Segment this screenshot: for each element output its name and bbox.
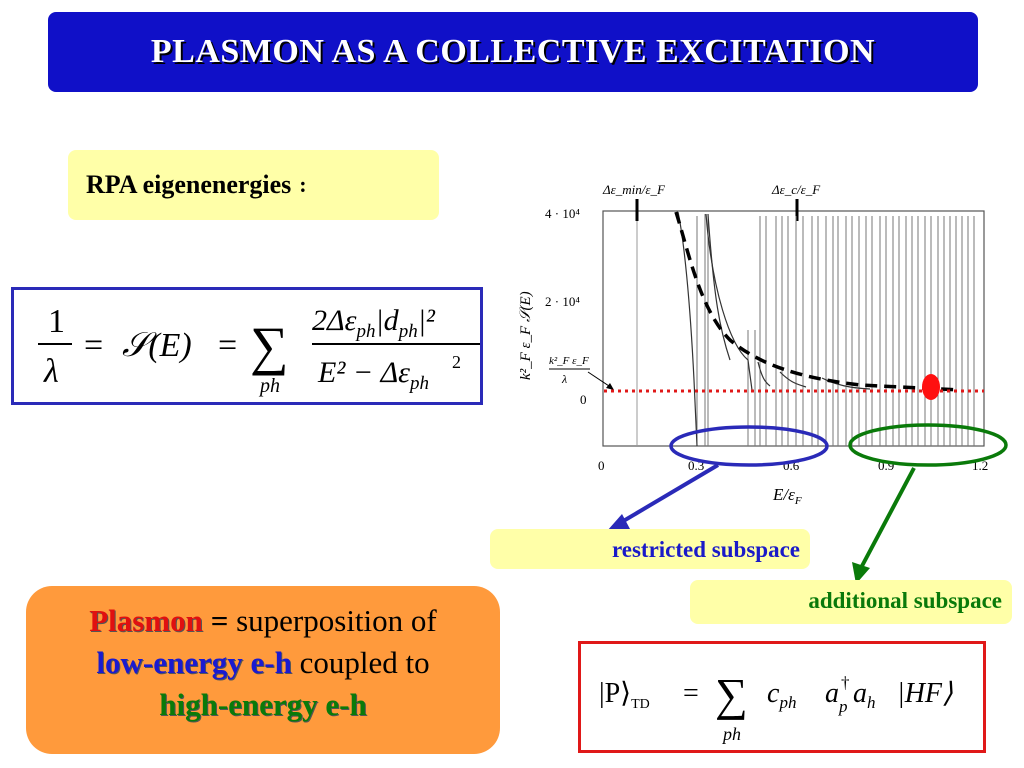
title-bar: PLASMON AS A COLLECTIVE EXCITATION — [48, 12, 978, 92]
eq-frac-num: 2Δεph|dph|² — [312, 304, 436, 342]
restricted-subspace-box: restricted subspace — [490, 529, 810, 569]
y-tick-mid: 2 · 10⁴ — [545, 294, 580, 309]
td-annihilation-op: ah — [853, 678, 876, 712]
rpa-equation-box: 1 λ = 𝒮(E) = ∑ ph 2Δεph|dph|² E² − Δεph … — [11, 287, 484, 405]
plasmon-point — [922, 374, 940, 400]
td-equation: |P⟩TD = ∑ ph cph a † p ah |HF⟩ — [599, 669, 953, 744]
restricted-arrow — [618, 463, 720, 525]
restricted-subspace-label: restricted subspace — [611, 537, 800, 562]
rpa-label-box: RPA eigenenergies : — [68, 150, 439, 220]
eq-func: 𝒮(E) — [122, 327, 192, 364]
td-sum-sub: ph — [721, 724, 741, 744]
marker-min-label: Δε_min/ε_F — [602, 182, 666, 197]
plasmon-high: high-energy e-h — [159, 687, 367, 722]
x-axis-label: E/εF — [772, 485, 802, 507]
plot-frame — [602, 210, 985, 447]
slide-title: PLASMON AS A COLLECTIVE EXCITATION — [150, 33, 876, 70]
y-axis-label: k²_F ε_F 𝒮(E) — [518, 291, 534, 380]
level-label-den: λ — [561, 372, 567, 386]
rpa-label: RPA eigenenergies — [86, 170, 292, 199]
level-arrow — [587, 371, 613, 389]
additional-ellipse — [848, 423, 1008, 467]
eq-frac-den-sup: 2 — [452, 352, 461, 372]
dashed-curve — [674, 211, 961, 392]
td-ket: |P⟩TD — [599, 678, 650, 712]
td-hf: |HF⟩ — [897, 678, 953, 709]
td-equals: = — [683, 678, 699, 709]
y-tick-top: 4 · 10⁴ — [545, 206, 580, 221]
restricted-ellipse — [669, 425, 829, 467]
plasmon-line-1: Plasmon = superposition of — [26, 600, 500, 642]
eq-lhs-num: 1 — [48, 303, 65, 340]
rpa-equation: 1 λ = 𝒮(E) = ∑ ph 2Δεph|dph|² E² − Δεph … — [38, 303, 484, 397]
eq-equals-2: = — [218, 327, 237, 364]
eq-lhs-den: λ — [43, 353, 59, 390]
plasmon-line-3: high-energy e-h — [26, 684, 500, 726]
plasmon-eq: = — [210, 603, 229, 638]
level-label-num: k²_F ε_F — [549, 355, 589, 367]
restricted-arrow-head — [607, 514, 630, 531]
plasmon-line-2: low-energy e-h coupled to — [26, 642, 500, 684]
y-tick-zero: 0 — [580, 392, 587, 407]
td-equation-box: |P⟩TD = ∑ ph cph a † p ah |HF⟩ — [578, 641, 986, 753]
rpa-colon: : — [299, 172, 307, 197]
plasmon-word: Plasmon — [89, 603, 203, 638]
plasmon-text2: coupled to — [299, 645, 430, 680]
additional-subspace-box: additional subspace — [690, 580, 1012, 624]
additional-arrow-head — [852, 562, 870, 584]
eq-sum: ∑ — [250, 316, 289, 376]
marker-c-label: Δε_c/ε_F — [771, 182, 821, 197]
additional-subspace-label: additional subspace — [808, 588, 1002, 613]
td-dagger: † — [841, 673, 850, 692]
td-sum: ∑ — [715, 669, 748, 720]
eq-frac-den: E² − Δεph — [317, 356, 429, 394]
eq-equals: = — [84, 327, 103, 364]
td-a1-sub: p — [838, 697, 848, 716]
plasmon-box: Plasmon = superposition of low-energy e-… — [26, 586, 500, 754]
td-creation-op: a — [825, 678, 839, 709]
td-coef: cph — [767, 678, 796, 712]
eq-sum-sub: ph — [258, 375, 280, 397]
plasmon-text1: superposition of — [236, 603, 437, 638]
pole-lines — [696, 214, 975, 446]
plasmon-low: low-energy e-h — [96, 645, 292, 680]
curve-branches — [677, 211, 871, 447]
additional-arrow — [860, 467, 916, 567]
x-tick-0: 0 — [598, 458, 605, 473]
